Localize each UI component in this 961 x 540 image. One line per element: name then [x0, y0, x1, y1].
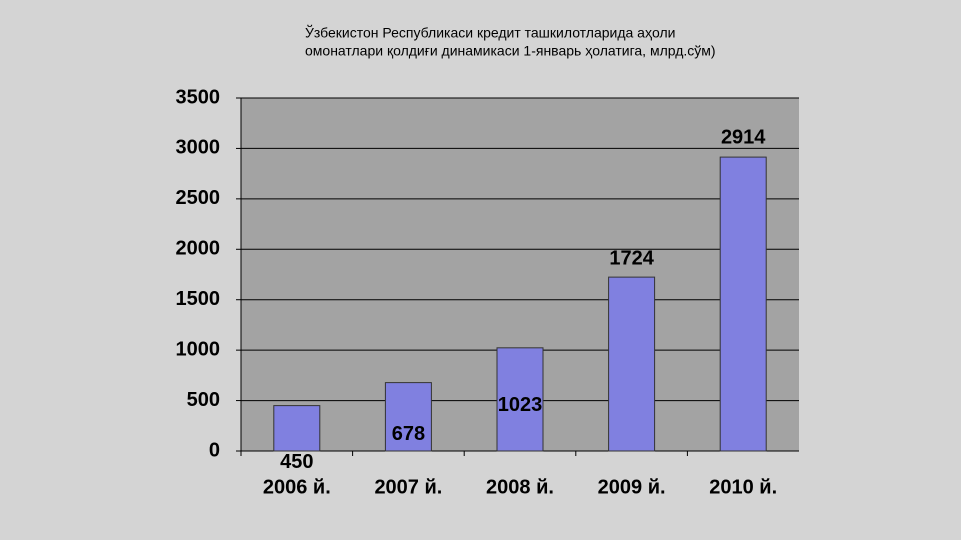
y-tick-label: 3500	[176, 86, 221, 108]
x-tick-label: 2006 й.	[263, 476, 331, 498]
x-tick-label: 2007 й.	[374, 476, 442, 498]
x-tick-label: 2009 й.	[598, 476, 666, 498]
y-tick-label: 3000	[176, 137, 221, 159]
y-tick-label: 500	[187, 389, 220, 411]
bar	[608, 276, 656, 452]
bar	[719, 156, 767, 452]
chart-title: омонатлари қолдиғи динамикаси 1-январь ҳ…	[305, 43, 716, 59]
y-tick-label: 1000	[176, 338, 221, 360]
data-label: 2914	[721, 126, 766, 148]
y-tick-label: 0	[209, 439, 220, 461]
data-label: 1724	[609, 247, 654, 269]
x-tick-label: 2010 й.	[709, 476, 777, 498]
x-tick-label: 2008 й.	[486, 476, 554, 498]
bar	[384, 382, 432, 452]
y-tick-label: 2000	[176, 238, 221, 260]
data-label: 450	[280, 451, 313, 473]
chart-title: Ўзбекистон Республикаси кредит ташкилотл…	[305, 24, 675, 41]
data-label: 1023	[498, 394, 543, 416]
bar	[496, 347, 544, 452]
bar	[273, 405, 321, 452]
data-label: 678	[392, 423, 425, 445]
y-tick-label: 1500	[176, 288, 221, 310]
y-tick-label: 2500	[176, 187, 221, 209]
